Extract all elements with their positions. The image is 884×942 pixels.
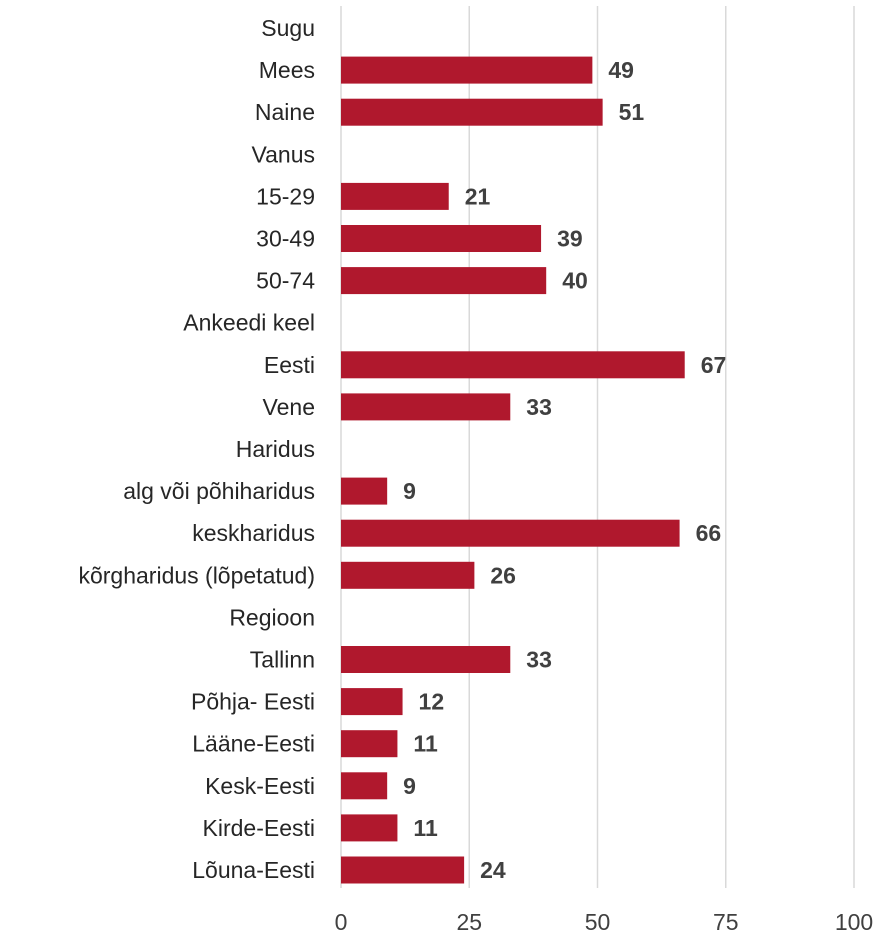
x-tick-label: 100 — [835, 909, 873, 935]
category-label: alg või põhiharidus — [123, 478, 315, 504]
bar — [341, 730, 398, 758]
bar — [341, 688, 403, 716]
bar — [341, 98, 603, 126]
data-label: 21 — [465, 183, 491, 209]
bar — [341, 477, 388, 505]
bar — [341, 814, 398, 842]
data-label: 9 — [403, 773, 416, 799]
category-label: Vene — [263, 394, 315, 420]
category-label: Naine — [255, 99, 315, 125]
data-label: 49 — [608, 57, 634, 83]
bar — [341, 519, 680, 547]
category-label: Mees — [259, 57, 315, 83]
data-labels: 49 51 21 39 40 67 33 9 66 26 33 12 11 9 11 24 — [403, 57, 726, 883]
bar — [341, 856, 465, 884]
category-label: 50-74 — [256, 268, 315, 294]
category-label: Lõuna-Eesti — [192, 857, 315, 883]
category-label: Regioon — [229, 604, 315, 630]
data-label: 33 — [526, 394, 552, 420]
data-label: 12 — [419, 689, 445, 715]
bar — [341, 267, 547, 295]
bar — [341, 646, 511, 673]
category-label: Kirde-Eesti — [203, 815, 315, 841]
bar — [341, 56, 593, 84]
bar — [341, 351, 685, 379]
bars — [341, 56, 685, 884]
x-tick-label: 25 — [456, 909, 482, 935]
data-label: 66 — [696, 520, 722, 546]
category-labels: Sugu Mees Naine Vanus 15-29 30-49 50-74 Ankeedi… — [78, 15, 315, 883]
bar — [341, 182, 449, 210]
bar — [341, 772, 388, 800]
data-label: 51 — [619, 99, 645, 125]
category-label: Eesti — [264, 352, 315, 378]
bar — [341, 225, 542, 252]
x-tick-label: 50 — [585, 909, 611, 935]
data-label: 26 — [490, 562, 516, 588]
data-label: 39 — [557, 226, 583, 252]
category-label: Lääne-Eesti — [192, 731, 315, 757]
category-label: keskharidus — [192, 520, 315, 546]
category-label: Sugu — [261, 15, 315, 41]
category-label: Põhja- Eesti — [191, 689, 315, 715]
data-label: 11 — [413, 731, 438, 757]
category-label: Kesk-Eesti — [205, 773, 315, 799]
x-tick-label: 0 — [335, 909, 348, 935]
data-label: 24 — [480, 857, 506, 883]
bar — [341, 561, 475, 589]
category-label: Ankeedi keel — [183, 310, 315, 336]
data-label: 9 — [403, 478, 416, 504]
bar — [341, 393, 511, 421]
category-label: Vanus — [251, 141, 315, 167]
category-label: Tallinn — [250, 647, 315, 673]
x-axis-tick-labels: 0 25 50 75 100 — [335, 909, 874, 935]
data-label: 67 — [701, 352, 727, 378]
category-label: kõrgharidus (lõpetatud) — [78, 562, 315, 588]
category-label: 15-29 — [256, 183, 315, 209]
data-label: 40 — [562, 268, 588, 294]
x-tick-label: 75 — [713, 909, 739, 935]
data-label: 11 — [413, 815, 438, 841]
category-label: 30-49 — [256, 226, 315, 252]
category-label: Haridus — [236, 436, 315, 462]
data-label: 33 — [526, 647, 552, 673]
